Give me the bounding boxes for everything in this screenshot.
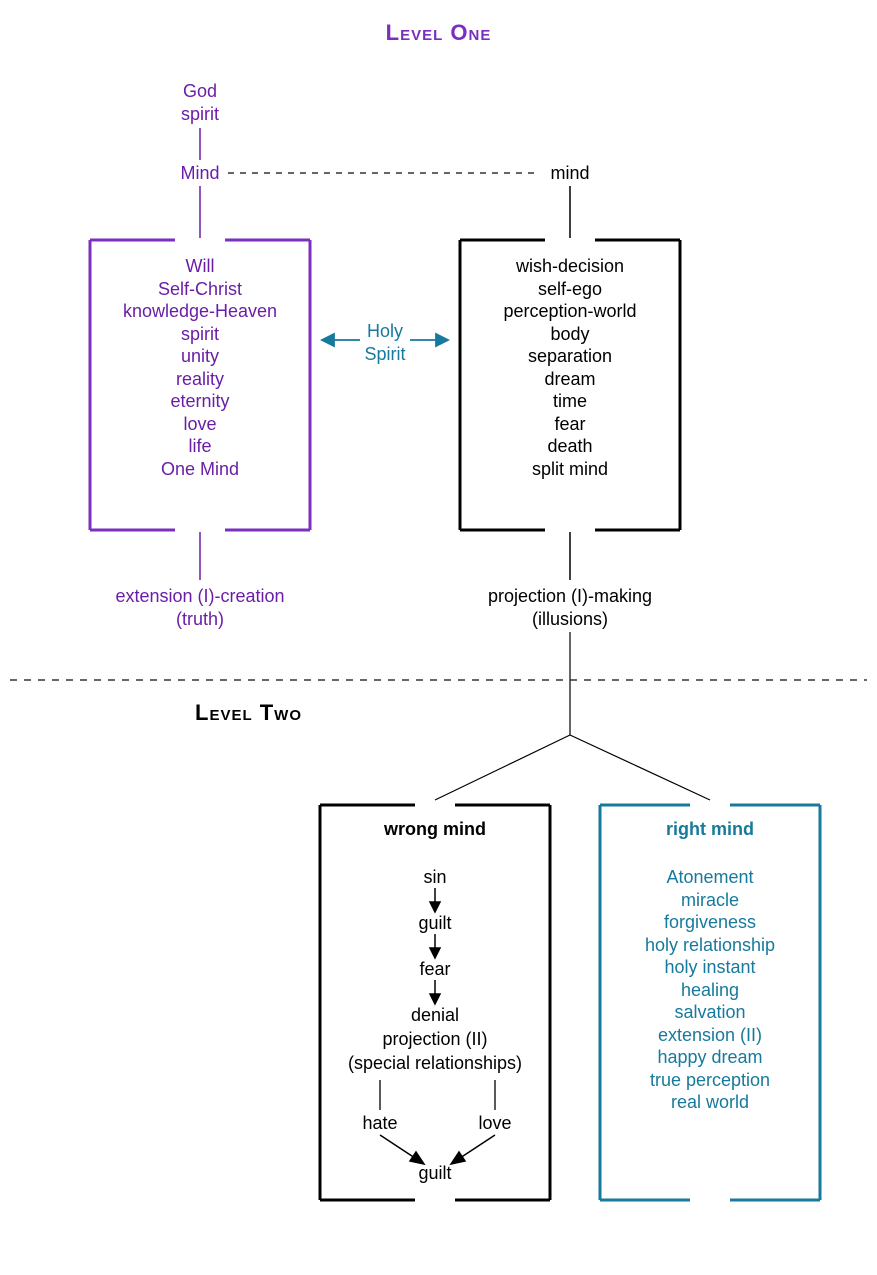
right-caption-l2: (illusions) bbox=[532, 609, 608, 629]
right-box-item: dream bbox=[460, 368, 680, 391]
wrong-hate: hate bbox=[340, 1112, 420, 1135]
level-one-heading-text: Level One bbox=[386, 20, 492, 45]
right-mind-list: Atonement miracle forgiveness holy relat… bbox=[600, 866, 820, 1114]
right-mind-title: right mind bbox=[600, 818, 820, 841]
right-mind-title-text: right mind bbox=[666, 819, 754, 839]
wrong-flow-guilt: guilt bbox=[320, 912, 550, 935]
right-mind-item: true perception bbox=[600, 1069, 820, 1092]
level-two-heading-text: Level Two bbox=[195, 700, 302, 725]
spirit-text: spirit bbox=[181, 104, 219, 124]
wrong-guilt-final: guilt bbox=[320, 1162, 550, 1185]
right-caption-l1: projection (I)-making bbox=[488, 586, 652, 606]
left-box-item: love bbox=[90, 413, 310, 436]
right-mind-item: miracle bbox=[600, 889, 820, 912]
right-box-item: wish-decision bbox=[460, 255, 680, 278]
spirit-label: spirit bbox=[100, 103, 300, 126]
right-box: wish-decision self-ego perception-world … bbox=[460, 255, 680, 480]
right-caption: projection (I)-making (illusions) bbox=[450, 585, 690, 630]
right-mind-item: salvation bbox=[600, 1001, 820, 1024]
left-box-item: spirit bbox=[90, 323, 310, 346]
wrong-flow-denial: denial bbox=[320, 1004, 550, 1027]
left-box-item: Will bbox=[90, 255, 310, 278]
wrong-flow-projection: projection (II) bbox=[320, 1028, 550, 1051]
left-caption: extension (I)-creation (truth) bbox=[80, 585, 320, 630]
left-box-item: reality bbox=[90, 368, 310, 391]
level-two-heading: Level Two bbox=[195, 700, 302, 726]
left-box-item: One Mind bbox=[90, 458, 310, 481]
left-box-item: eternity bbox=[90, 390, 310, 413]
right-mind-item: real world bbox=[600, 1091, 820, 1114]
god-text: God bbox=[183, 81, 217, 101]
wrong-love: love bbox=[455, 1112, 535, 1135]
left-box-item: life bbox=[90, 435, 310, 458]
level-one-heading: Level One bbox=[0, 20, 877, 46]
diagram-root: Level One God spirit Mind mind bbox=[0, 0, 877, 1275]
right-box-item: time bbox=[460, 390, 680, 413]
right-mind-item: extension (II) bbox=[600, 1024, 820, 1047]
holy-spirit-label: Holy Spirit bbox=[350, 320, 420, 365]
god-label: God bbox=[100, 80, 300, 103]
right-box-item: perception-world bbox=[460, 300, 680, 323]
right-mind-item: happy dream bbox=[600, 1046, 820, 1069]
left-box-item: Self-Christ bbox=[90, 278, 310, 301]
right-box-item: death bbox=[460, 435, 680, 458]
left-box: Will Self-Christ knowledge-Heaven spirit… bbox=[90, 255, 310, 480]
mind-lower-text: mind bbox=[550, 163, 589, 183]
mind-cap-label: Mind bbox=[100, 162, 300, 185]
right-mind-item: holy relationship bbox=[600, 934, 820, 957]
mind-lower-label: mind bbox=[470, 162, 670, 185]
wrong-mind-title: wrong mind bbox=[320, 818, 550, 841]
right-box-item: self-ego bbox=[460, 278, 680, 301]
left-caption-l2: (truth) bbox=[176, 609, 224, 629]
right-mind-item: forgiveness bbox=[600, 911, 820, 934]
wrong-flow-fear: fear bbox=[320, 958, 550, 981]
left-box-item: knowledge-Heaven bbox=[90, 300, 310, 323]
right-box-item: body bbox=[460, 323, 680, 346]
wrong-flow-special: (special relationships) bbox=[320, 1052, 550, 1075]
holy-spirit-line1: Holy bbox=[367, 321, 403, 341]
right-box-item: split mind bbox=[460, 458, 680, 481]
left-box-item: unity bbox=[90, 345, 310, 368]
right-mind-item: Atonement bbox=[600, 866, 820, 889]
right-mind-item: healing bbox=[600, 979, 820, 1002]
right-box-item: separation bbox=[460, 345, 680, 368]
right-mind-item: holy instant bbox=[600, 956, 820, 979]
wrong-flow-sin: sin bbox=[320, 866, 550, 889]
right-box-item: fear bbox=[460, 413, 680, 436]
wrong-mind-title-text: wrong mind bbox=[384, 819, 486, 839]
left-caption-l1: extension (I)-creation bbox=[115, 586, 284, 606]
holy-spirit-line2: Spirit bbox=[364, 344, 405, 364]
mind-cap-text: Mind bbox=[180, 163, 219, 183]
